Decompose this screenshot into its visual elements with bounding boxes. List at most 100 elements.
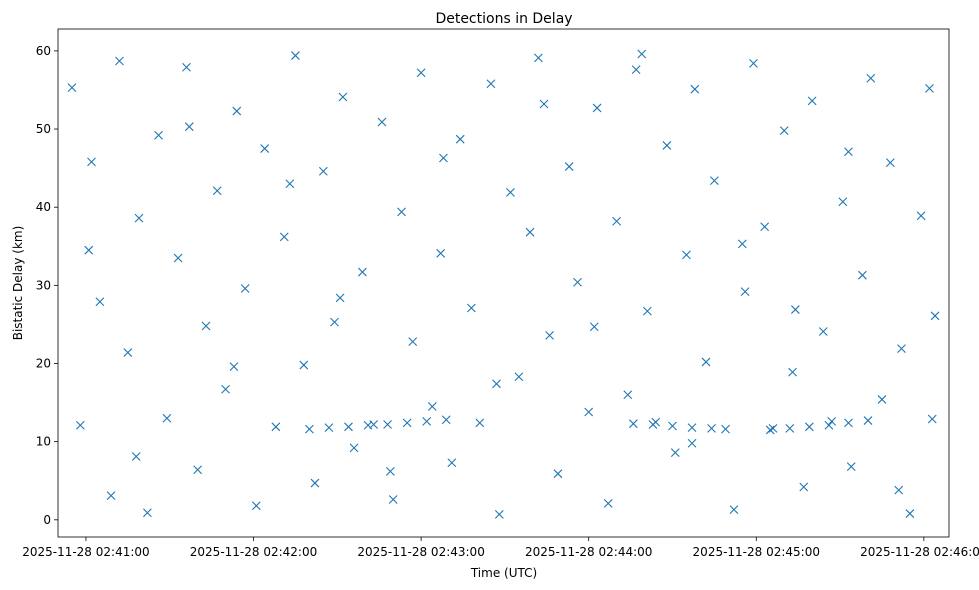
data-point [927,414,937,424]
data-point [486,79,496,89]
data-point [221,384,230,394]
data-point [603,499,613,508]
data-point [427,402,437,411]
data-point [534,53,543,63]
data-point [749,58,758,68]
data-point [106,491,116,500]
data-point [154,130,163,140]
data-point [397,207,406,217]
data-point [740,287,750,296]
data-point [545,330,554,340]
data-point [439,153,448,163]
data-point [402,418,412,428]
data-point [304,424,314,434]
data-point [827,416,837,426]
data-point [779,126,789,135]
data-point [824,420,834,430]
y-tick-label: 30 [36,278,51,292]
data-point [492,379,501,389]
data-point [668,421,677,431]
x-tick-label: 2025-11-28 02:44:00 [525,545,652,559]
data-point [729,505,739,515]
data-point [201,321,211,331]
data-point [539,99,549,109]
y-tick-label: 20 [36,356,51,370]
data-markers [67,49,940,519]
data-point [612,216,622,226]
data-point [905,509,915,518]
data-point [330,317,339,327]
data-point [363,420,373,430]
data-point [623,390,633,400]
y-axis: 0 10 20 30 40 50 60 [36,44,58,527]
data-point [344,422,353,432]
data-point [648,420,658,429]
data-point [162,413,172,423]
data-point [232,106,242,116]
data-point [441,415,451,425]
data-point [87,157,96,167]
x-tick-label: 2025-11-28 02:46:00 [860,545,979,559]
data-point [358,267,367,277]
data-point [760,222,770,232]
y-tick-label: 0 [43,513,51,527]
x-tick-label: 2025-11-28 02:42:00 [190,545,317,559]
data-point [737,239,747,249]
data-point [84,245,94,255]
data-point [455,134,465,144]
data-point [338,92,348,102]
data-point [553,469,563,479]
data-point [690,84,700,94]
data-point [285,179,295,189]
data-point [182,62,191,72]
data-point [637,49,647,59]
data-point [173,253,183,263]
data-point [115,56,124,66]
data-point [807,96,817,106]
data-point [416,68,426,78]
data-point [349,443,359,453]
y-tick-label: 40 [36,200,51,214]
data-point [318,166,328,176]
data-point [804,422,814,432]
data-point [844,418,853,428]
data-point [765,425,775,435]
data-point [310,478,320,488]
data-point [123,348,133,357]
data-point [260,144,270,153]
data-point [385,466,395,476]
data-point [436,248,446,258]
data-point [897,344,906,354]
x-tick-label: 2025-11-28 02:43:00 [357,545,484,559]
x-tick-label: 2025-11-28 02:41:00 [22,545,149,559]
data-point [408,337,418,347]
data-point [844,147,853,157]
data-point [506,187,515,197]
data-point [131,452,141,461]
data-point [564,162,574,171]
data-point [885,158,895,168]
data-point [768,423,778,433]
data-point [863,416,873,425]
data-point [584,407,594,417]
data-point [592,103,602,113]
data-point [212,186,222,196]
data-point [589,322,599,332]
data-point [858,270,867,280]
data-point [134,213,144,223]
data-point [701,357,711,367]
data-point [251,501,261,511]
data-point [184,122,194,132]
data-point [894,485,904,495]
data-point [229,362,239,372]
data-point [525,227,535,237]
data-point [687,438,697,448]
plot-frame [57,28,950,538]
data-point [383,420,392,429]
data-point [466,303,476,313]
y-axis-label: Bistatic Delay (km) [11,226,25,341]
data-point [335,293,345,303]
data-point [682,250,691,260]
data-point [514,372,524,382]
